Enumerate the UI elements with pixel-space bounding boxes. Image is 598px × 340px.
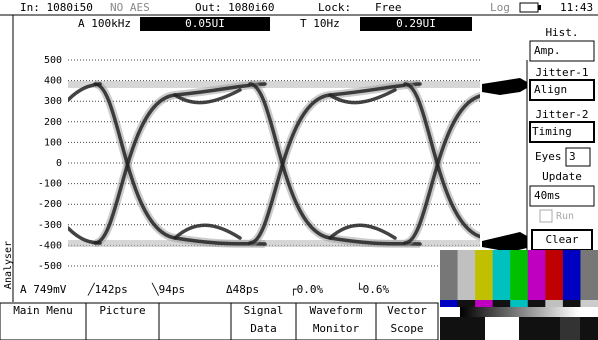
t-filter: T 10Hz [300, 17, 340, 30]
color-bar [580, 250, 598, 300]
color-bar [510, 250, 528, 300]
y-tick-label: -100 [38, 179, 62, 190]
measurement: ┌0.0% [290, 283, 323, 296]
measurement: └0.6% [356, 282, 389, 296]
page: In: 1080i50 NO AES Out: 1080i60 Lock: Fr… [0, 0, 598, 340]
color-bar [545, 250, 563, 300]
hist-label: Hist. [545, 26, 578, 39]
castellation [510, 300, 528, 307]
softkey-label: Signal [244, 304, 284, 317]
y-tick-label: -200 [38, 199, 62, 210]
jitter1-label: Jitter-1 [536, 66, 589, 79]
update-label: Update [542, 170, 582, 183]
color-bar [440, 250, 458, 300]
pluge-gray [560, 317, 580, 340]
y-tick-label: 300 [44, 96, 62, 107]
aes-status: NO AES [110, 1, 150, 14]
side-label: Analyser [3, 241, 14, 289]
softkey-blank[interactable] [159, 303, 231, 340]
log-label: Log [490, 1, 510, 14]
eyes-value: 3 [569, 150, 576, 163]
y-tick-label: -400 [38, 240, 62, 251]
color-bar [458, 250, 476, 300]
softkey-label: Main Menu [13, 304, 73, 317]
hist-value: Amp. [534, 44, 561, 57]
update-value: 40ms [534, 189, 561, 202]
lock-value: Free [375, 1, 402, 14]
castellation [440, 300, 458, 307]
color-bar [493, 250, 511, 300]
y-tick-label: -500 [38, 261, 62, 272]
softkey-label: Picture [99, 304, 145, 317]
clear-label: Clear [545, 233, 578, 246]
ramp [460, 307, 578, 317]
color-bar [563, 250, 581, 300]
y-tick-label: 0 [56, 158, 62, 169]
t-value: 0.29UI [396, 17, 436, 30]
y-tick-label: 500 [44, 55, 62, 66]
softkey-label: Vector [387, 304, 427, 317]
input-format: In: 1080i50 [20, 1, 93, 14]
color-bar [528, 250, 546, 300]
a-value: 0.05UI [185, 17, 225, 30]
softkey-label: Data [250, 322, 277, 335]
measurement: A 749mV [20, 283, 67, 296]
castellation [563, 300, 581, 307]
castellation [475, 300, 493, 307]
castellation [458, 300, 476, 307]
y-tick-label: -300 [38, 220, 62, 231]
color-bar [475, 250, 493, 300]
picture-preview [440, 250, 598, 340]
y-tick-label: 200 [44, 117, 62, 128]
jitter2-value: Timing [532, 125, 572, 138]
pluge-white [485, 317, 519, 340]
jitter1-value: Align [534, 83, 567, 96]
screen: In: 1080i50 NO AES Out: 1080i60 Lock: Fr… [0, 0, 598, 340]
measurement: ╲94ps [151, 282, 185, 296]
run-checkbox[interactable] [540, 210, 552, 222]
clock: 11:43 [560, 1, 593, 14]
softkey-label: Waveform [310, 304, 363, 317]
softkey-label: Monitor [313, 322, 360, 335]
jitter2-label: Jitter-2 [536, 108, 589, 121]
measurement: ╱142ps [87, 282, 128, 296]
run-label: Run [556, 211, 574, 222]
battery-tip [538, 5, 541, 10]
castellation [493, 300, 511, 307]
lock-label: Lock: [318, 1, 351, 14]
castellation [580, 300, 598, 307]
castellation [528, 300, 546, 307]
measurement: Δ48ps [226, 283, 259, 296]
a-filter: A 100kHz [78, 17, 131, 30]
eyes-label: Eyes [535, 150, 562, 163]
castellation [545, 300, 563, 307]
softkey-label: Scope [390, 322, 423, 335]
output-format: Out: 1080i60 [195, 1, 274, 14]
y-tick-label: 100 [44, 137, 62, 148]
y-tick-label: 400 [44, 76, 62, 87]
